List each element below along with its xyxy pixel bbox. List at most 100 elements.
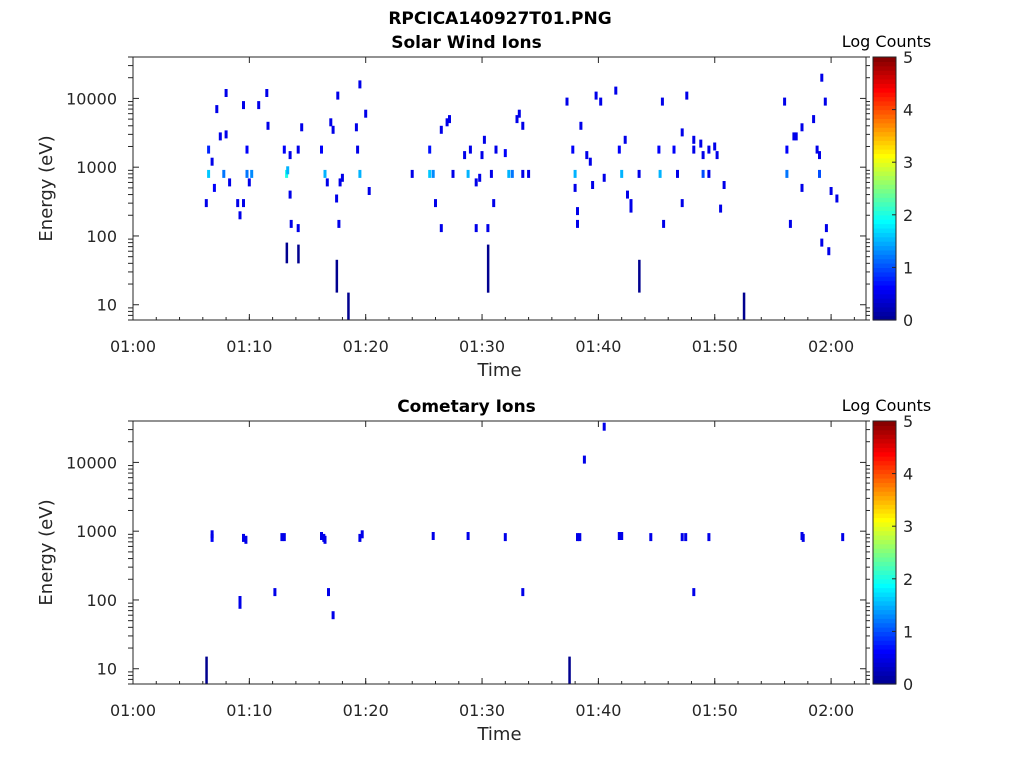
data-cell — [521, 121, 525, 130]
data-streak — [347, 292, 350, 320]
colorbar-tick-label: 0 — [903, 311, 913, 330]
data-cell — [812, 115, 816, 124]
data-cell — [320, 145, 323, 154]
colorbar-segment — [873, 622, 896, 628]
colorbar-segment — [873, 298, 896, 304]
data-cell — [576, 533, 579, 542]
colorbar-segment — [873, 92, 896, 98]
colorbar-segment — [873, 83, 896, 89]
colorbar-segment — [873, 197, 896, 203]
data-cell — [617, 145, 621, 154]
panel-cometary-ions: 01:00 01:10 01:20 01:30 01:40 01:50 02:0010100… — [36, 396, 931, 745]
colorbar-segment — [873, 280, 896, 286]
x-tick-label: 01:40 — [575, 701, 621, 720]
data-cell — [282, 533, 286, 542]
colorbar-segment — [873, 140, 896, 146]
colorbar-segment — [873, 245, 896, 251]
data-cell — [242, 199, 245, 208]
data-streak — [568, 656, 571, 684]
data-cell — [212, 183, 216, 192]
colorbar-segment — [873, 65, 896, 71]
data-cell — [210, 530, 214, 539]
data-cell — [364, 109, 368, 118]
data-cell — [617, 532, 621, 540]
colorbar-segment — [873, 477, 896, 483]
colorbar-segment — [873, 513, 896, 519]
data-cell — [515, 115, 519, 124]
data-cell — [323, 169, 327, 178]
data-cell — [719, 204, 723, 213]
data-cell — [218, 132, 222, 141]
colorbar-segment — [873, 640, 896, 646]
data-cell — [573, 169, 577, 178]
data-cell — [680, 533, 684, 542]
colorbar-segment — [873, 609, 896, 615]
colorbar-frame — [872, 420, 897, 685]
data-streak — [742, 292, 746, 320]
data-cell — [242, 101, 245, 110]
data-cell — [707, 533, 711, 542]
colorbar-tick-label: 4 — [903, 465, 913, 484]
data-cell — [329, 118, 333, 127]
colorbar-segment — [873, 144, 896, 150]
colorbar-tick-label: 3 — [903, 153, 913, 172]
data-streak — [335, 259, 339, 293]
data-cell — [701, 151, 705, 160]
data-cell — [428, 169, 432, 178]
colorbar-segment — [873, 508, 896, 514]
data-cell — [360, 530, 364, 539]
data-cell — [623, 135, 627, 144]
colorbar-tick-label: 4 — [903, 101, 913, 120]
colorbar-segment — [873, 666, 896, 672]
data-cell — [527, 169, 531, 178]
data-cell — [629, 199, 633, 208]
data-cell — [800, 123, 804, 132]
colorbar-segment — [873, 249, 896, 255]
data-cell — [224, 89, 228, 97]
colorbar-segment — [873, 70, 896, 76]
data-cell — [238, 211, 242, 220]
colorbar-segment — [873, 170, 896, 176]
data-cell — [494, 145, 498, 154]
data-cell — [815, 145, 819, 154]
colorbar-label: Log Counts — [842, 32, 932, 51]
figure-title: RPCICA140927T01.PNG — [388, 9, 611, 29]
data-cell — [510, 169, 514, 178]
colorbar-segment — [873, 153, 896, 159]
data-cell — [576, 219, 579, 228]
colorbar-segment — [873, 574, 896, 580]
colorbar-tick-label: 1 — [903, 258, 913, 277]
axes-box — [132, 420, 867, 685]
colorbar-segment — [873, 464, 896, 470]
colorbar-segment — [873, 482, 896, 488]
data-cell — [266, 121, 270, 130]
colorbar-segment — [873, 539, 896, 545]
colorbar-segment — [873, 74, 896, 80]
data-cell — [783, 97, 787, 106]
data-cell — [820, 238, 824, 247]
data-cell — [323, 535, 327, 544]
y-tick-label: 100 — [86, 591, 117, 610]
colorbar-segment — [873, 219, 896, 225]
data-cell — [468, 145, 472, 154]
colorbar-segment — [873, 57, 896, 62]
x-tick-label: 01:20 — [343, 337, 389, 356]
colorbar-segment — [873, 679, 896, 685]
data-cell — [325, 178, 329, 187]
colorbar-segment — [873, 442, 896, 448]
data-cell — [801, 533, 805, 542]
x-tick-label: 01:10 — [226, 337, 272, 356]
colorbar-segment — [873, 276, 896, 282]
data-cell — [338, 178, 342, 187]
colorbar-frame — [872, 56, 897, 321]
colorbar-segment — [873, 631, 896, 637]
colorbar-segment — [873, 214, 896, 220]
colorbar-segment — [873, 118, 896, 124]
colorbar-segment — [873, 670, 896, 676]
data-cell — [466, 532, 470, 540]
colorbar-segment — [873, 267, 896, 273]
data-cell — [356, 145, 360, 154]
data-cell — [517, 109, 521, 118]
colorbar-segment — [873, 565, 896, 571]
